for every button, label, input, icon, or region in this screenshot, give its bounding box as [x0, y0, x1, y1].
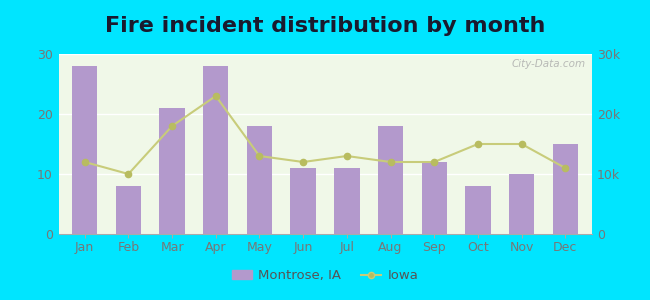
Bar	[72, 66, 98, 234]
Bar	[247, 126, 272, 234]
Bar	[203, 66, 228, 234]
Bar	[334, 168, 359, 234]
Bar	[116, 186, 141, 234]
Text: Fire incident distribution by month: Fire incident distribution by month	[105, 16, 545, 35]
Bar	[509, 174, 534, 234]
Bar	[465, 186, 491, 234]
Bar	[291, 168, 316, 234]
Bar	[422, 162, 447, 234]
Text: City-Data.com: City-Data.com	[512, 59, 586, 69]
Legend: Montrose, IA, Iowa: Montrose, IA, Iowa	[226, 264, 424, 287]
Bar	[378, 126, 403, 234]
Bar	[159, 108, 185, 234]
Bar	[552, 144, 578, 234]
